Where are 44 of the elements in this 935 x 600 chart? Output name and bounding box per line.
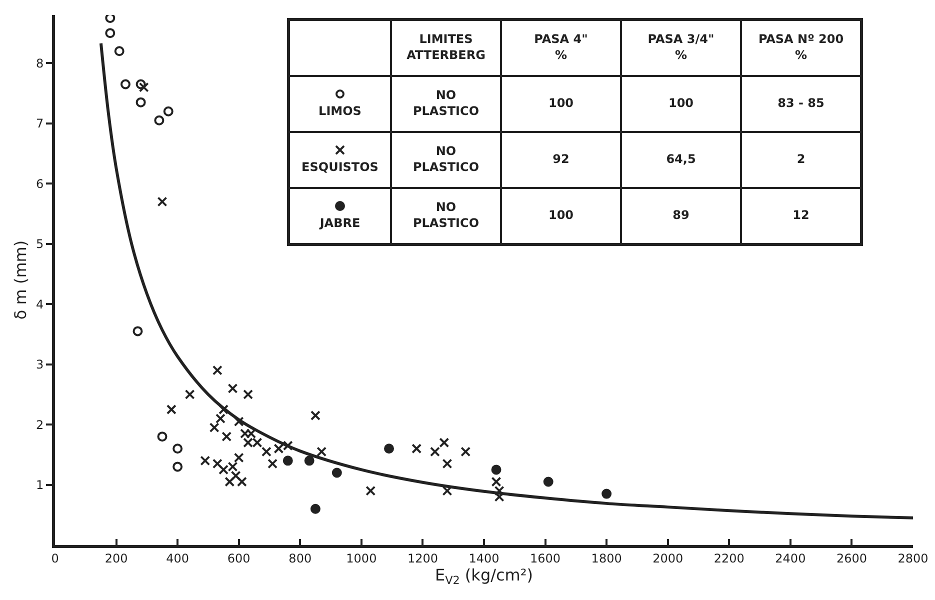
x-tick-label: 2000 xyxy=(652,551,684,566)
annotation: 100 xyxy=(501,76,621,132)
annotation: 12 xyxy=(741,188,862,244)
y-tick-label: 7 xyxy=(36,116,44,131)
annotation: LIMITES ATTERBERG xyxy=(391,20,501,76)
annotation: NO PLASTICO xyxy=(391,188,501,244)
x-tick-label: 400 xyxy=(166,551,190,566)
y-axis-title: δ m (mm) xyxy=(10,240,30,320)
annotation: 92 xyxy=(501,132,621,188)
x-tick-label: 1400 xyxy=(468,551,500,566)
annotation: 89 xyxy=(621,188,741,244)
y-tick-label: 3 xyxy=(36,358,44,372)
x-tick-label: 2200 xyxy=(714,551,744,566)
annotation: 64,5 xyxy=(621,132,741,188)
legend-label: JABRE xyxy=(320,216,360,230)
annotation: 100 xyxy=(501,188,621,244)
x-tick-label: 800 xyxy=(288,551,312,566)
x-tick-label: 2400 xyxy=(775,551,806,566)
y-tick-label: 2 xyxy=(36,418,44,432)
annotation: 83 - 85 xyxy=(741,76,862,132)
annotation: NO PLASTICO xyxy=(391,132,501,188)
annotation: PASA 3/4" % xyxy=(621,20,741,76)
x-tick-label: 1000 xyxy=(346,551,377,566)
x-tick-label: 200 xyxy=(104,551,128,566)
x-tick-label: 1800 xyxy=(591,551,622,566)
x-tick-label: 1600 xyxy=(530,551,561,566)
x-tick-label: 0 xyxy=(51,551,59,566)
x-tick-label: 600 xyxy=(227,551,250,566)
annotation: PASA Nº 200 % xyxy=(741,20,862,76)
x-tick-label: 2600 xyxy=(836,551,867,566)
legend-label: LIMOS xyxy=(318,104,362,118)
legend-label: ESQUISTOS xyxy=(302,160,378,174)
y-tick-label: 4 xyxy=(36,297,44,312)
x-tick-label: 1200 xyxy=(407,551,438,566)
y-tick-label: 6 xyxy=(36,176,44,191)
annotation: 100 xyxy=(621,76,741,132)
annotation: PASA 4" % xyxy=(501,20,621,76)
y-tick-label: 1 xyxy=(36,478,44,492)
x-tick-label: 2800 xyxy=(898,551,928,566)
annotation: NO PLASTICO xyxy=(391,76,501,132)
x-axis-title: E$_{V2}$ (kg/cm²) xyxy=(434,565,534,587)
y-tick-label: 8 xyxy=(36,56,44,70)
annotation: 2 xyxy=(741,132,862,188)
y-tick-label: 5 xyxy=(36,237,44,252)
